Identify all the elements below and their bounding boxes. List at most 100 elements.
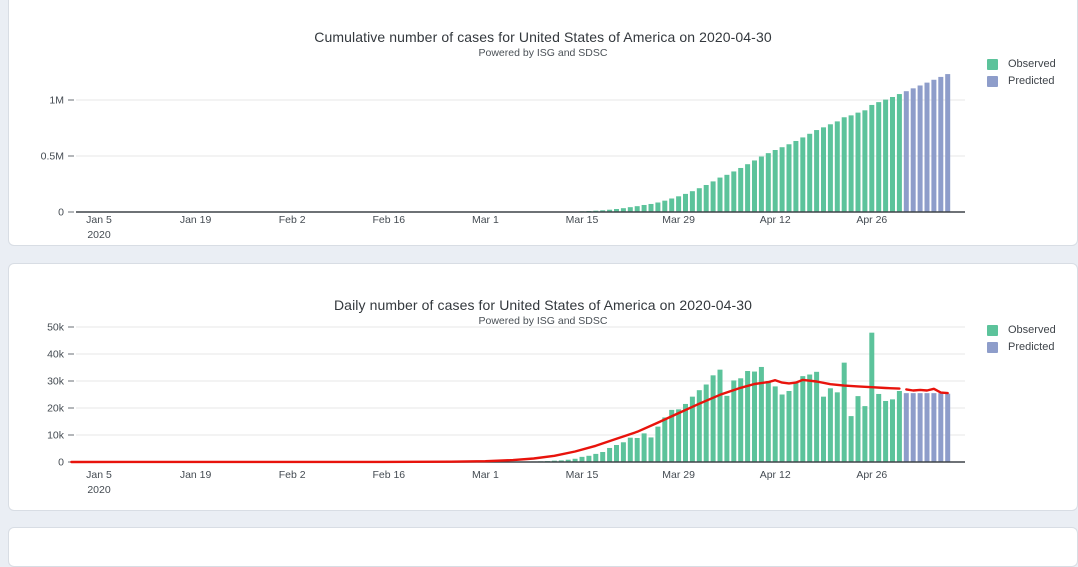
y-tick-label: 0 — [58, 207, 64, 219]
observed-bar — [621, 442, 626, 462]
observed-bar — [711, 181, 716, 212]
x-tick-label: Mar 1 — [472, 469, 499, 481]
observed-bar — [690, 191, 695, 212]
observed-bar — [787, 144, 792, 212]
observed-bar — [876, 102, 881, 212]
y-tick-label: 50k — [47, 322, 65, 334]
predicted-bar — [925, 393, 930, 462]
observed-bar — [814, 130, 819, 212]
x-tick-label: Feb 16 — [372, 214, 405, 226]
predicted-bar — [904, 91, 909, 212]
predicted-bar — [938, 77, 943, 212]
observed-bar — [697, 188, 702, 212]
x-tick-year-label: 2020 — [87, 484, 111, 496]
legend-item-observed[interactable]: Observed — [987, 58, 1056, 70]
observed-bar — [759, 157, 764, 212]
legend-item-predicted[interactable]: Predicted — [987, 75, 1056, 87]
observed-bar — [655, 427, 660, 462]
x-tick-label: Jan 19 — [180, 469, 212, 481]
observed-bar — [821, 397, 826, 462]
covid-forecast-dashboard: { "page": { "background_color": "#eaeef4… — [0, 0, 1078, 536]
observed-bar — [697, 390, 702, 462]
predicted-bar — [931, 80, 936, 212]
cumulative-chart-legend: Observed Predicted — [987, 58, 1056, 87]
x-tick-label: Mar 15 — [566, 469, 599, 481]
observed-bar — [897, 94, 902, 212]
observed-bar — [759, 367, 764, 462]
observed-bar — [766, 153, 771, 212]
observed-bar — [635, 438, 640, 462]
y-tick-label: 30k — [47, 376, 65, 388]
observed-bar — [890, 97, 895, 212]
observed-bar — [662, 201, 667, 212]
observed-bar — [842, 363, 847, 462]
predicted-bar — [918, 85, 923, 212]
observed-bar — [807, 375, 812, 462]
observed-bar — [704, 185, 709, 212]
daily-chart-legend: Observed Predicted — [987, 324, 1056, 353]
legend-item-observed[interactable]: Observed — [987, 324, 1056, 336]
x-tick-label: Apr 12 — [760, 214, 791, 226]
legend-item-predicted[interactable]: Predicted — [987, 341, 1056, 353]
x-tick-label: Feb 16 — [372, 469, 405, 481]
next-panel-stub — [8, 527, 1078, 567]
observed-bar — [780, 147, 785, 212]
y-tick-label: 0 — [58, 457, 64, 469]
observed-bar — [704, 385, 709, 462]
observed-bar — [580, 457, 585, 462]
observed-bar — [600, 452, 605, 462]
observed-bar — [835, 121, 840, 212]
y-tick-label: 10k — [47, 430, 65, 442]
predicted-bar — [904, 393, 909, 462]
predicted-bar — [938, 393, 943, 462]
observed-bar — [807, 134, 812, 212]
observed-bar — [793, 141, 798, 212]
observed-bar — [586, 456, 591, 462]
observed-bar — [780, 395, 785, 463]
predicted-bar — [931, 393, 936, 462]
observed-bar — [683, 194, 688, 212]
predicted-bar — [918, 393, 923, 462]
daily-chart: Daily number of cases for United States … — [9, 264, 1077, 510]
cumulative-chart-panel: Cumulative number of cases for United St… — [8, 0, 1078, 246]
observed-bar — [662, 417, 667, 462]
predicted-swatch-icon — [987, 342, 998, 353]
observed-bar — [890, 399, 895, 462]
observed-bar — [814, 372, 819, 462]
observed-bar — [628, 207, 633, 212]
observed-bar — [731, 171, 736, 212]
x-tick-label: Mar 15 — [566, 214, 599, 226]
x-tick-label: Jan 5 — [86, 469, 112, 481]
legend-label-predicted: Predicted — [1008, 341, 1054, 353]
observed-bar — [862, 406, 867, 462]
observed-bar — [655, 203, 660, 212]
observed-bar — [683, 404, 688, 462]
observed-bar — [738, 168, 743, 212]
observed-bar — [731, 380, 736, 462]
x-tick-label: Mar 29 — [662, 214, 695, 226]
observed-bar — [793, 383, 798, 462]
observed-bar — [800, 137, 805, 212]
observed-bar — [649, 437, 654, 462]
observed-bar — [883, 100, 888, 212]
y-tick-label: 20k — [47, 403, 65, 415]
observed-bar — [676, 409, 681, 462]
observed-bar — [642, 433, 647, 462]
predicted-bar — [925, 83, 930, 212]
y-tick-label: 0.5M — [41, 151, 64, 163]
observed-bar — [642, 205, 647, 212]
observed-bar — [773, 386, 778, 462]
observed-bar — [635, 206, 640, 212]
observed-bar — [897, 391, 902, 462]
observed-bar — [787, 391, 792, 462]
x-tick-label: Apr 26 — [856, 214, 887, 226]
x-tick-label: Mar 1 — [472, 214, 499, 226]
predicted-bar — [911, 393, 916, 462]
observed-bar — [766, 381, 771, 462]
daily-chart-panel: Daily number of cases for United States … — [8, 263, 1078, 511]
observed-bar — [738, 378, 743, 462]
observed-bar — [828, 388, 833, 462]
observed-bar — [849, 416, 854, 462]
observed-bar — [593, 454, 598, 462]
observed-bar — [676, 196, 681, 212]
